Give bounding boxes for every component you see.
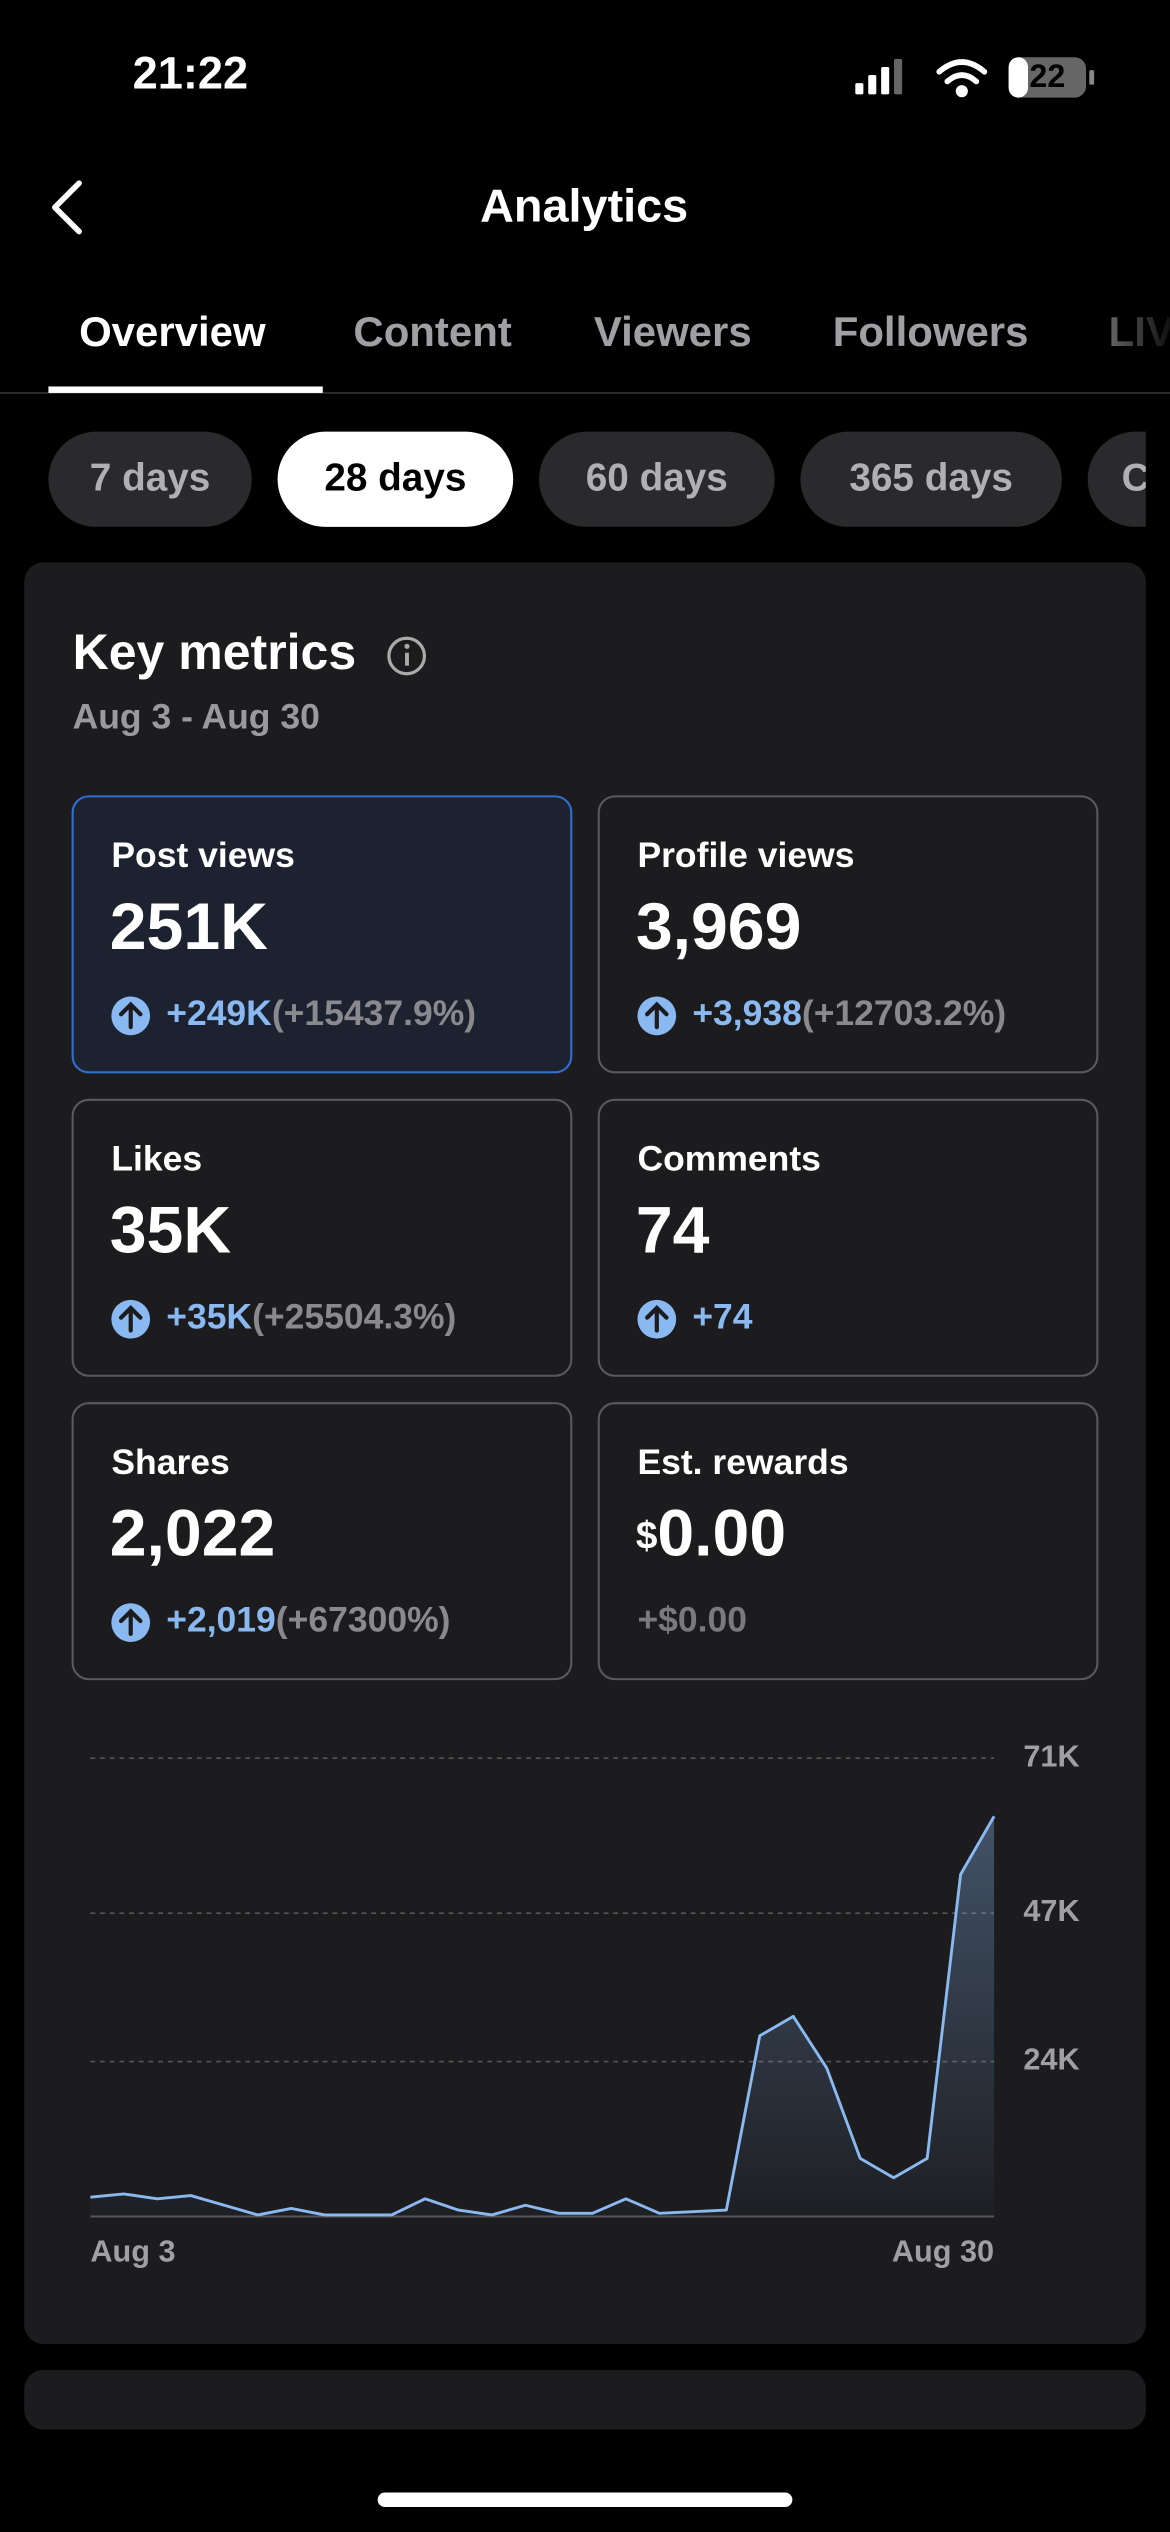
card-label: Profile views xyxy=(637,835,854,875)
metric-card[interactable]: Likes 35K +35K(+25504.3%) xyxy=(71,1098,573,1377)
card-change: +74 xyxy=(692,1297,752,1337)
change-pct: (+12703.2%) xyxy=(802,993,1006,1033)
change-value: +2,019 xyxy=(166,1600,276,1640)
section-title: Key metrics xyxy=(73,624,357,680)
change-value: +3,938 xyxy=(692,993,802,1033)
card-value: 2,022 xyxy=(110,1497,276,1571)
next-panel xyxy=(24,2369,1146,2430)
card-label: Likes xyxy=(111,1138,202,1178)
period-chip[interactable]: Custom xyxy=(1087,431,1170,527)
tab-fade xyxy=(1065,291,1170,389)
chip-label: 7 days xyxy=(90,456,211,499)
info-icon[interactable] xyxy=(387,636,427,676)
info-circle xyxy=(387,636,427,676)
card-value: $0.00 xyxy=(636,1497,786,1571)
metric-card[interactable]: Profile views 3,969 +3,938(+12703.2%) xyxy=(597,795,1099,1074)
chip-label: Custom xyxy=(1122,456,1170,499)
card-value: 3,969 xyxy=(636,890,802,964)
card-value: 35K xyxy=(110,1194,232,1268)
card-bg xyxy=(597,795,1099,1074)
x-tick-label: Aug 3 xyxy=(90,2235,175,2269)
tab[interactable]: Viewers xyxy=(594,308,752,355)
home-indicator xyxy=(377,2492,793,2508)
chip-bg xyxy=(48,431,252,527)
up-arrow xyxy=(645,1304,669,1333)
metric-card[interactable]: Post views 251K +249K(+15437.9%) xyxy=(71,795,573,1074)
signal-icon xyxy=(855,58,903,95)
change-value: +74 xyxy=(692,1297,752,1337)
period-chip[interactable]: 60 days xyxy=(539,431,775,527)
card-value: 251K xyxy=(110,890,268,964)
tab[interactable]: Overview xyxy=(79,308,266,355)
y-tick-label: 24K xyxy=(1023,2043,1079,2077)
period-chip[interactable]: 365 days xyxy=(800,431,1062,527)
card-label: Shares xyxy=(111,1442,229,1482)
chip-label: 60 days xyxy=(586,456,728,499)
card-bg xyxy=(597,1402,1099,1681)
card-value-text: 0.00 xyxy=(657,1497,786,1571)
card-bg xyxy=(71,795,573,1074)
card-change: +249K(+15437.9%) xyxy=(166,993,476,1033)
period-chip[interactable]: 28 days xyxy=(277,431,514,527)
page-title: Analytics xyxy=(480,179,688,231)
tab[interactable]: Content xyxy=(353,308,511,355)
card-change: +$0.00 xyxy=(637,1600,747,1640)
chip-label: 28 days xyxy=(324,456,466,499)
tab[interactable]: Followers xyxy=(833,308,1029,355)
change-value: +249K xyxy=(166,993,272,1033)
battery-level xyxy=(1008,57,1028,98)
battery-cap xyxy=(1089,70,1095,85)
status-time: 21:22 xyxy=(133,48,249,99)
card-value-text: 35K xyxy=(110,1194,232,1268)
x-tick-label: Aug 30 xyxy=(892,2235,994,2269)
card-bg xyxy=(71,1402,573,1681)
card-label: Comments xyxy=(637,1138,820,1178)
chip-bg xyxy=(800,431,1062,527)
back-button[interactable] xyxy=(52,180,82,235)
card-change: +3,938(+12703.2%) xyxy=(692,993,1006,1033)
card-value-text: 2,022 xyxy=(110,1497,276,1571)
line xyxy=(90,1815,996,2217)
tab-underline xyxy=(48,386,323,393)
change-pct: (+15437.9%) xyxy=(272,993,476,1033)
card-label: Est. rewards xyxy=(637,1442,848,1482)
change-value: +35K xyxy=(166,1297,252,1337)
card-change: +35K(+25504.3%) xyxy=(166,1297,456,1337)
y-tick-label: 47K xyxy=(1023,1894,1079,1928)
up-arrow xyxy=(645,1001,669,1030)
period-chip[interactable]: 7 days xyxy=(48,431,252,527)
chip-bg xyxy=(277,431,514,527)
card-value-text: 3,969 xyxy=(636,890,802,964)
chip-bg xyxy=(539,431,775,527)
card-change: +2,019(+67300%) xyxy=(166,1600,450,1640)
card-bg xyxy=(71,1098,573,1377)
line-area xyxy=(90,1816,995,2217)
card-currency: $ xyxy=(636,1515,658,1558)
card-value-text: 74 xyxy=(636,1194,710,1268)
card-value-text: 251K xyxy=(110,890,268,964)
up-arrow xyxy=(118,1608,143,1637)
up-arrow xyxy=(118,1304,143,1333)
up-arrow xyxy=(118,1001,143,1030)
bottom-bar xyxy=(0,2429,1170,2532)
metric-card[interactable]: Comments 74 +74 xyxy=(597,1098,1099,1377)
card-label: Post views xyxy=(111,835,295,875)
battery-text: 22 xyxy=(1029,58,1065,94)
change-pct: (+25504.3%) xyxy=(252,1297,456,1337)
chip-bg xyxy=(1087,431,1146,527)
wifi-icon xyxy=(936,59,988,98)
metric-card[interactable]: Shares 2,022 +2,019(+67300%) xyxy=(71,1402,573,1681)
change-value: +$0.00 xyxy=(637,1600,747,1640)
info-dot xyxy=(404,643,410,649)
info-stem xyxy=(405,652,409,666)
change-pct: (+67300%) xyxy=(276,1600,451,1640)
card-value: 74 xyxy=(636,1194,710,1268)
chip-label: 365 days xyxy=(849,456,1013,499)
date-range: Aug 3 - Aug 30 xyxy=(73,696,320,736)
metric-card[interactable]: Est. rewards $0.00 +$0.00 xyxy=(597,1402,1099,1681)
y-tick-label: 71K xyxy=(1023,1739,1079,1773)
card-bg xyxy=(597,1098,1099,1377)
